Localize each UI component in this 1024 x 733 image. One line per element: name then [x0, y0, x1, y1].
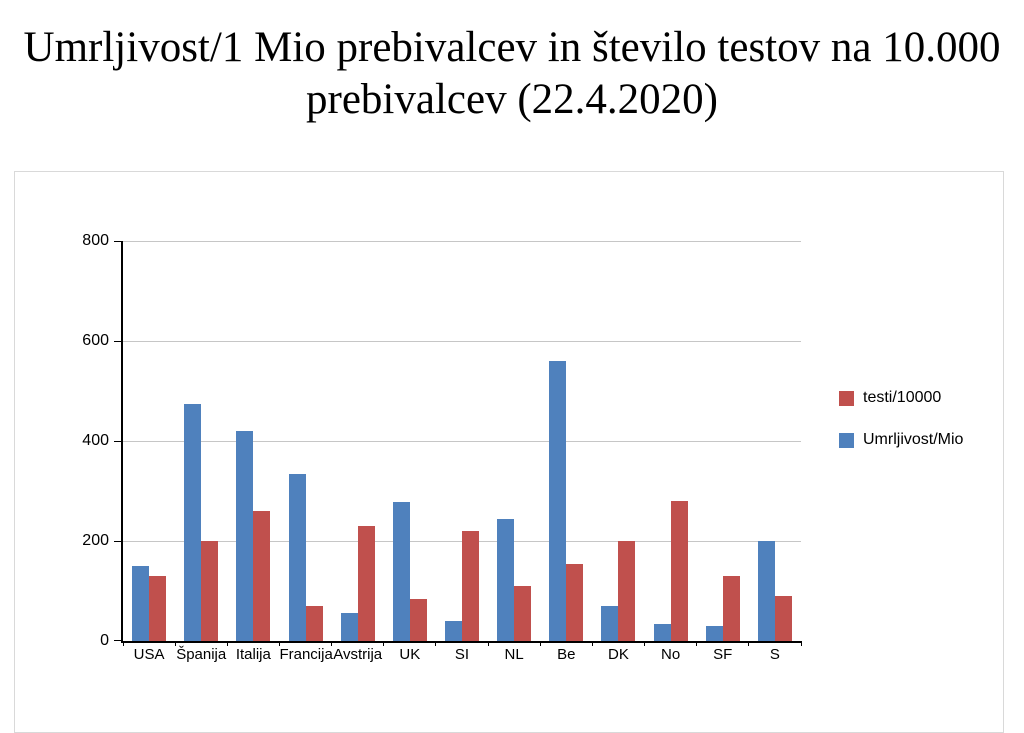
- x-axis-tick: [800, 641, 802, 646]
- x-axis-tick: [278, 641, 280, 646]
- x-axis-label: DK: [608, 646, 629, 663]
- x-axis-label: Avstrija: [333, 646, 383, 663]
- x-axis-tick: [383, 641, 385, 646]
- x-axis-label: SI: [454, 646, 470, 663]
- bar-umrljivost-mio: [236, 431, 254, 641]
- bar-group: [436, 241, 488, 641]
- bar-umrljivost-mio: [132, 566, 150, 641]
- bar-group: [227, 241, 279, 641]
- chart-card: 0 200 400 600 800 USA Španija Italija Francija Av…: [14, 171, 1004, 733]
- x-axis-tick: [591, 641, 593, 646]
- bar-testi-10000: [774, 596, 792, 641]
- x-axis-label: Be: [557, 646, 576, 663]
- bar-testi-10000: [305, 606, 323, 641]
- x-axis-label: USA: [133, 646, 165, 663]
- bar-group: [279, 241, 331, 641]
- bar-group: [488, 241, 540, 641]
- bar-testi-10000: [566, 563, 584, 641]
- y-axis-tick: [114, 540, 122, 542]
- bar-umrljivost-mio: [653, 623, 671, 641]
- x-axis-tick: [696, 641, 698, 646]
- y-axis-label: 400: [82, 432, 109, 449]
- bar-group: [175, 241, 227, 641]
- x-axis-tick: [539, 641, 541, 646]
- bar-testi-10000: [201, 541, 219, 641]
- x-axis-label: Italija: [235, 646, 271, 663]
- chart-title: Umrljivost/1 Mio prebivalcev in število …: [23, 24, 1001, 124]
- bar-testi-10000: [461, 531, 479, 641]
- x-axis-label: Španija: [176, 646, 227, 663]
- x-axis-tick: [435, 641, 437, 646]
- bar-umrljivost-mio: [184, 403, 202, 641]
- x-axis-tick: [122, 641, 124, 646]
- bar-group: [645, 241, 697, 641]
- plot-area: 0 200 400 600 800 USA Španija Italija Francija Av…: [82, 232, 802, 663]
- bar-testi-10000: [670, 501, 688, 641]
- y-axis-label: 600: [82, 332, 109, 349]
- bar-group: [123, 241, 175, 641]
- y-axis-tick: [114, 640, 122, 641]
- bar-umrljivost-mio: [549, 361, 567, 641]
- x-axis-label: NL: [504, 646, 524, 663]
- y-axis-label: 200: [82, 532, 109, 549]
- gridline: [123, 440, 801, 442]
- bar-umrljivost-mio: [392, 502, 410, 641]
- gridline: [123, 240, 801, 242]
- y-axis-tick: [114, 240, 122, 242]
- bar-umrljivost-mio: [288, 473, 306, 641]
- x-axis-tick: [174, 641, 176, 646]
- bar-umrljivost-mio: [705, 626, 723, 641]
- x-axis-label: UK: [399, 646, 421, 663]
- bar-umrljivost-mio: [444, 621, 462, 641]
- legend-label: testi/10000: [863, 389, 942, 406]
- legend-swatch: [839, 390, 854, 406]
- bar-testi-10000: [722, 576, 740, 641]
- legend: testi/10000 Umrljivost/Mio: [839, 389, 963, 473]
- legend-item: testi/10000: [839, 389, 963, 407]
- x-axis-label: Francija: [279, 646, 333, 663]
- bar-testi-10000: [149, 576, 167, 641]
- x-axis-label: S: [769, 646, 780, 663]
- x-axis-tick: [331, 641, 333, 646]
- x-axis-tick: [644, 641, 646, 646]
- legend-swatch: [839, 432, 854, 448]
- x-axis-tick: [748, 641, 750, 646]
- x-axis-tick: [226, 641, 228, 646]
- gridline: [123, 340, 801, 342]
- y-axis-tick: [114, 440, 122, 442]
- bar-group: [749, 241, 801, 641]
- bar-group: [332, 241, 384, 641]
- page: Umrljivost/1 Mio prebivalcev in število …: [0, 22, 1024, 733]
- bar-group: [592, 241, 644, 641]
- bar-testi-10000: [409, 598, 427, 641]
- bar-testi-10000: [253, 511, 271, 641]
- bar-testi-10000: [357, 526, 375, 641]
- legend-label: Umrljivost/Mio: [863, 431, 964, 448]
- y-axis-label: 0: [100, 632, 109, 649]
- bar-group: [384, 241, 436, 641]
- x-axis-tick: [487, 641, 489, 646]
- x-axis-label: No: [661, 646, 681, 663]
- bar-umrljivost-mio: [601, 606, 619, 641]
- y-axis-tick: [114, 340, 122, 342]
- bar-testi-10000: [514, 586, 532, 641]
- bar-group: [697, 241, 749, 641]
- y-axis-label: 800: [82, 232, 109, 249]
- bar-umrljivost-mio: [340, 612, 358, 641]
- bar-umrljivost-mio: [497, 518, 515, 641]
- bar-testi-10000: [618, 541, 636, 641]
- bar-umrljivost-mio: [757, 541, 775, 641]
- legend-item: Umrljivost/Mio: [839, 431, 963, 449]
- x-axis-label: SF: [713, 646, 733, 663]
- bar-group: [540, 241, 592, 641]
